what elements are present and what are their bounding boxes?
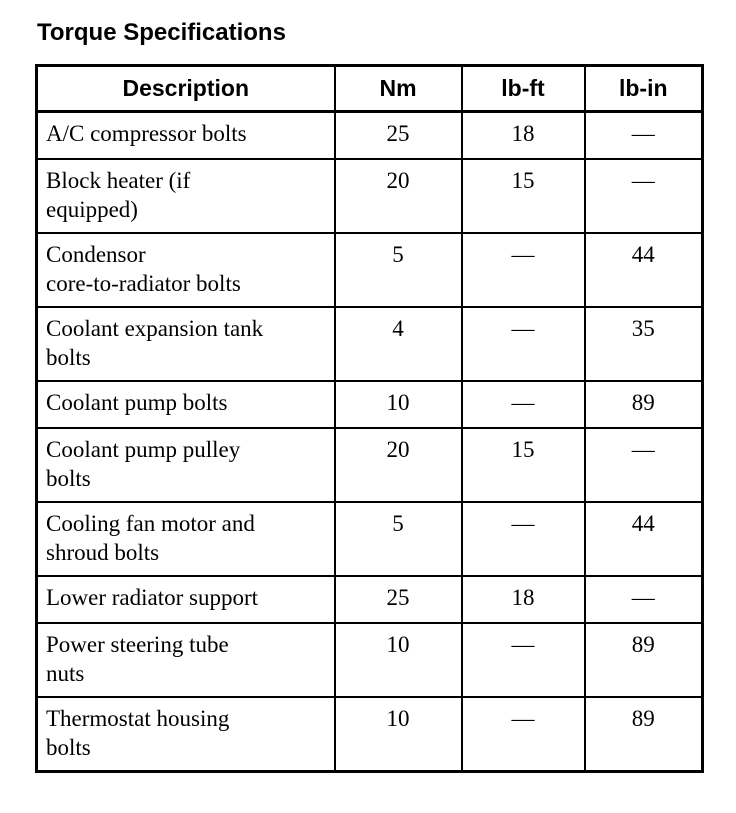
- table-body: A/C compressor bolts 25 18 — Block heate…: [35, 110, 704, 773]
- table-row: Power steering tube nuts 10 — 89: [35, 622, 704, 698]
- cell-lbft: —: [460, 501, 586, 577]
- table-header: Description Nm lb-ft lb-in: [35, 64, 704, 113]
- cell-description: Power steering tube nuts: [35, 622, 336, 698]
- table-row: Lower radiator support 25 18 —: [35, 575, 704, 624]
- cell-nm: 10: [333, 380, 463, 429]
- cell-lbft: 18: [460, 575, 586, 624]
- column-header-lbin: lb-in: [583, 64, 704, 113]
- cell-lbft: —: [460, 622, 586, 698]
- cell-lbin: —: [583, 427, 704, 503]
- cell-lbin: 35: [583, 306, 704, 382]
- column-header-lbft: lb-ft: [460, 64, 586, 113]
- cell-lbft: 15: [460, 158, 586, 234]
- table-row: A/C compressor bolts 25 18 —: [35, 110, 704, 160]
- cell-description: Block heater (if equipped): [35, 158, 336, 234]
- page-title: Torque Specifications: [37, 19, 286, 46]
- table-row: Thermostat housing bolts 10 — 89: [35, 696, 704, 773]
- cell-nm: 5: [333, 501, 463, 577]
- cell-description: Lower radiator support: [35, 575, 336, 624]
- cell-description: Coolant pump pulley bolts: [35, 427, 336, 503]
- cell-nm: 4: [333, 306, 463, 382]
- table-header-row: Description Nm lb-ft lb-in: [35, 64, 704, 113]
- cell-nm: 10: [333, 696, 463, 773]
- table-row: Coolant pump bolts 10 — 89: [35, 380, 704, 429]
- table-row: Coolant pump pulley bolts 20 15 —: [35, 427, 704, 503]
- column-header-nm: Nm: [333, 64, 463, 113]
- cell-lbin: 89: [583, 380, 704, 429]
- cell-nm: 20: [333, 427, 463, 503]
- cell-lbft: —: [460, 306, 586, 382]
- cell-description: Coolant pump bolts: [35, 380, 336, 429]
- cell-description: Thermostat housing bolts: [35, 696, 336, 773]
- cell-nm: 5: [333, 232, 463, 308]
- cell-description: Condensor core-to-radiator bolts: [35, 232, 336, 308]
- cell-lbin: 89: [583, 622, 704, 698]
- cell-lbin: —: [583, 110, 704, 160]
- cell-lbft: —: [460, 696, 586, 773]
- cell-lbin: 89: [583, 696, 704, 773]
- cell-lbin: —: [583, 158, 704, 234]
- cell-lbft: 15: [460, 427, 586, 503]
- cell-lbin: 44: [583, 232, 704, 308]
- table-row: Cooling fan motor and shroud bolts 5 — 4…: [35, 501, 704, 577]
- column-header-description: Description: [35, 64, 336, 113]
- cell-nm: 20: [333, 158, 463, 234]
- table-row: Block heater (if equipped) 20 15 —: [35, 158, 704, 234]
- cell-lbft: —: [460, 380, 586, 429]
- cell-lbin: 44: [583, 501, 704, 577]
- cell-nm: 25: [333, 110, 463, 160]
- cell-lbin: —: [583, 575, 704, 624]
- cell-lbft: —: [460, 232, 586, 308]
- table-row: Condensor core-to-radiator bolts 5 — 44: [35, 232, 704, 308]
- cell-lbft: 18: [460, 110, 586, 160]
- document-page: { "title": "Torque Specifications", "tab…: [0, 19, 736, 813]
- cell-nm: 25: [333, 575, 463, 624]
- torque-specifications-table: Description Nm lb-ft lb-in A/C compresso…: [35, 64, 704, 773]
- cell-description: Coolant expansion tank bolts: [35, 306, 336, 382]
- cell-description: Cooling fan motor and shroud bolts: [35, 501, 336, 577]
- table-row: Coolant expansion tank bolts 4 — 35: [35, 306, 704, 382]
- cell-description: A/C compressor bolts: [35, 110, 336, 160]
- cell-nm: 10: [333, 622, 463, 698]
